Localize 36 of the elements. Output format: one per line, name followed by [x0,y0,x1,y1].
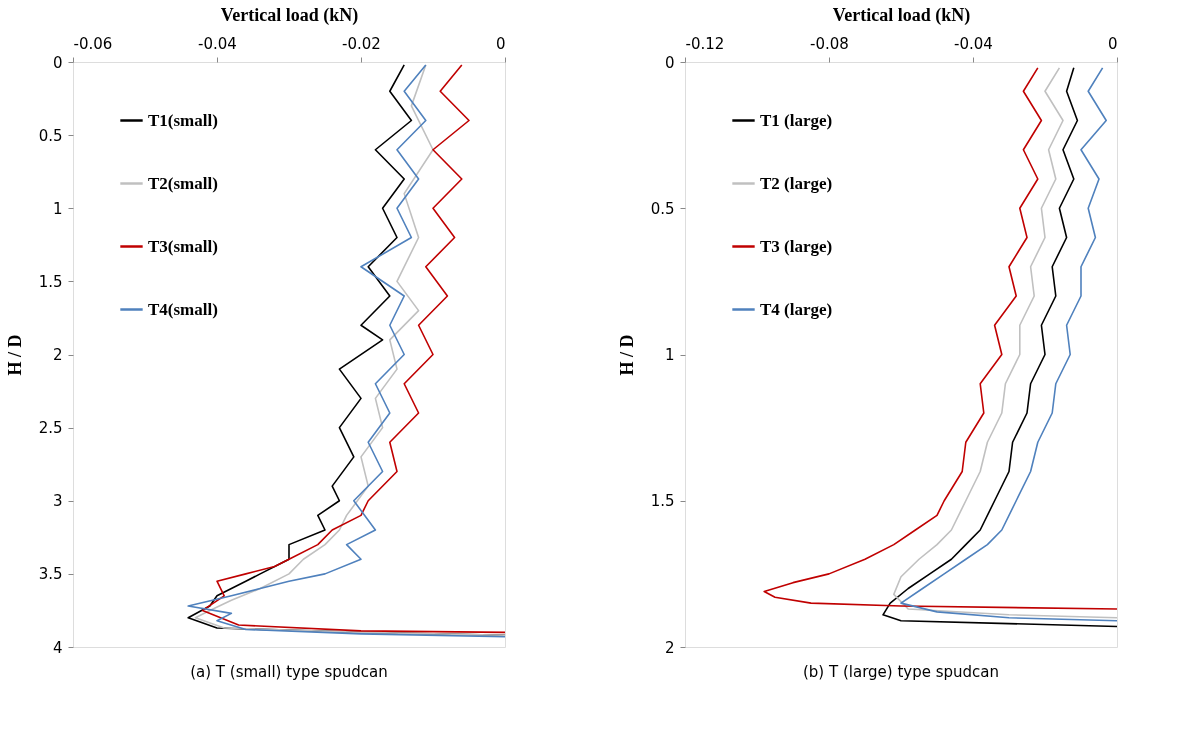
y-tick-label: 0.5 [650,199,675,218]
x-axis-title: Vertical load (kN) [832,4,971,26]
legend-label: T2 (large) [760,173,833,193]
y-tick-label: 1 [664,346,675,364]
x-tick-label: 0 [495,34,506,53]
y-axis-title: H / D [4,334,25,376]
legend-label: T1(small) [148,110,218,130]
y-tick-label: 1 [52,199,63,218]
legend-label: T1 (large) [760,110,833,130]
legend-label: T4(small) [148,299,218,319]
legend-label: T3(small) [148,236,218,256]
y-tick-label: 2 [52,346,63,364]
x-tick-label: -0.08 [810,34,849,53]
legend-label: T4 (large) [760,299,833,319]
x-tick-label: 0 [1107,34,1118,53]
y-tick-label: 0 [52,53,63,72]
y-tick-label: 3 [52,492,63,511]
x-tick-label: -0.04 [954,34,993,53]
y-axis-title: H / D [616,334,637,376]
y-tick-label: 2 [664,638,675,657]
y-tick-label: 3.5 [38,565,63,584]
y-tick-label: 2.5 [38,419,63,438]
y-tick-label: 1.5 [650,492,675,511]
y-tick-label: 0 [664,53,675,72]
y-tick-label: 4 [52,638,63,657]
legend-label: T2(small) [148,173,218,193]
y-tick-label: 0.5 [38,126,63,145]
legend-label: T3 (large) [760,236,833,256]
text: (b) T (large) type spudcan [803,663,999,681]
x-tick-label: -0.04 [198,34,237,53]
x-tick-label: -0.12 [685,34,725,53]
x-tick-label: -0.06 [73,34,113,53]
x-axis-title: Vertical load (kN) [220,4,359,26]
x-tick-label: -0.02 [342,34,381,53]
y-tick-label: 1.5 [38,272,63,291]
text: (a) T (small) type spudcan [190,663,388,681]
